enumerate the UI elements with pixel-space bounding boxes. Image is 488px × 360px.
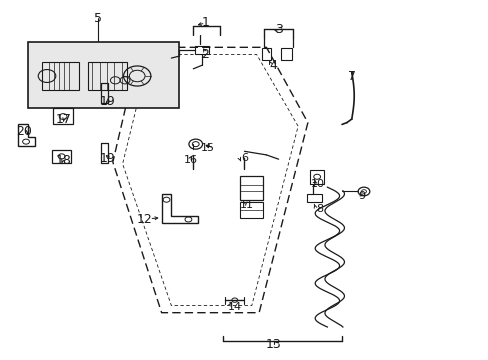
Bar (239, 176, 263, 200)
Bar (194, 45, 209, 54)
Text: 10: 10 (310, 179, 324, 189)
Bar (88, 62, 127, 90)
Text: 13: 13 (265, 338, 281, 351)
Text: 7: 7 (347, 69, 355, 82)
Bar (101, 143, 108, 163)
Text: 15: 15 (201, 143, 215, 153)
Text: 11: 11 (240, 200, 253, 210)
Bar (42, 62, 79, 90)
Text: 2: 2 (201, 48, 209, 61)
Text: 8: 8 (316, 204, 323, 214)
Bar (101, 83, 108, 103)
Text: 12: 12 (136, 213, 152, 226)
Bar (306, 194, 321, 202)
Text: 6: 6 (241, 153, 247, 163)
Text: 16: 16 (183, 155, 198, 165)
Text: 18: 18 (56, 154, 72, 167)
Text: 9: 9 (357, 191, 365, 201)
Bar (53, 108, 73, 125)
Bar (281, 48, 291, 60)
Text: 19: 19 (100, 152, 116, 165)
Text: 19: 19 (100, 95, 116, 108)
Text: 4: 4 (269, 59, 277, 72)
Bar (239, 202, 263, 218)
Text: 5: 5 (94, 12, 102, 25)
Text: 17: 17 (56, 113, 72, 126)
Bar (52, 149, 71, 163)
Text: 14: 14 (227, 302, 241, 312)
Text: 3: 3 (274, 23, 282, 36)
Bar (27, 42, 178, 108)
Text: 20: 20 (16, 125, 32, 138)
Bar (261, 48, 271, 60)
Bar (310, 170, 324, 184)
Text: 1: 1 (201, 16, 209, 29)
